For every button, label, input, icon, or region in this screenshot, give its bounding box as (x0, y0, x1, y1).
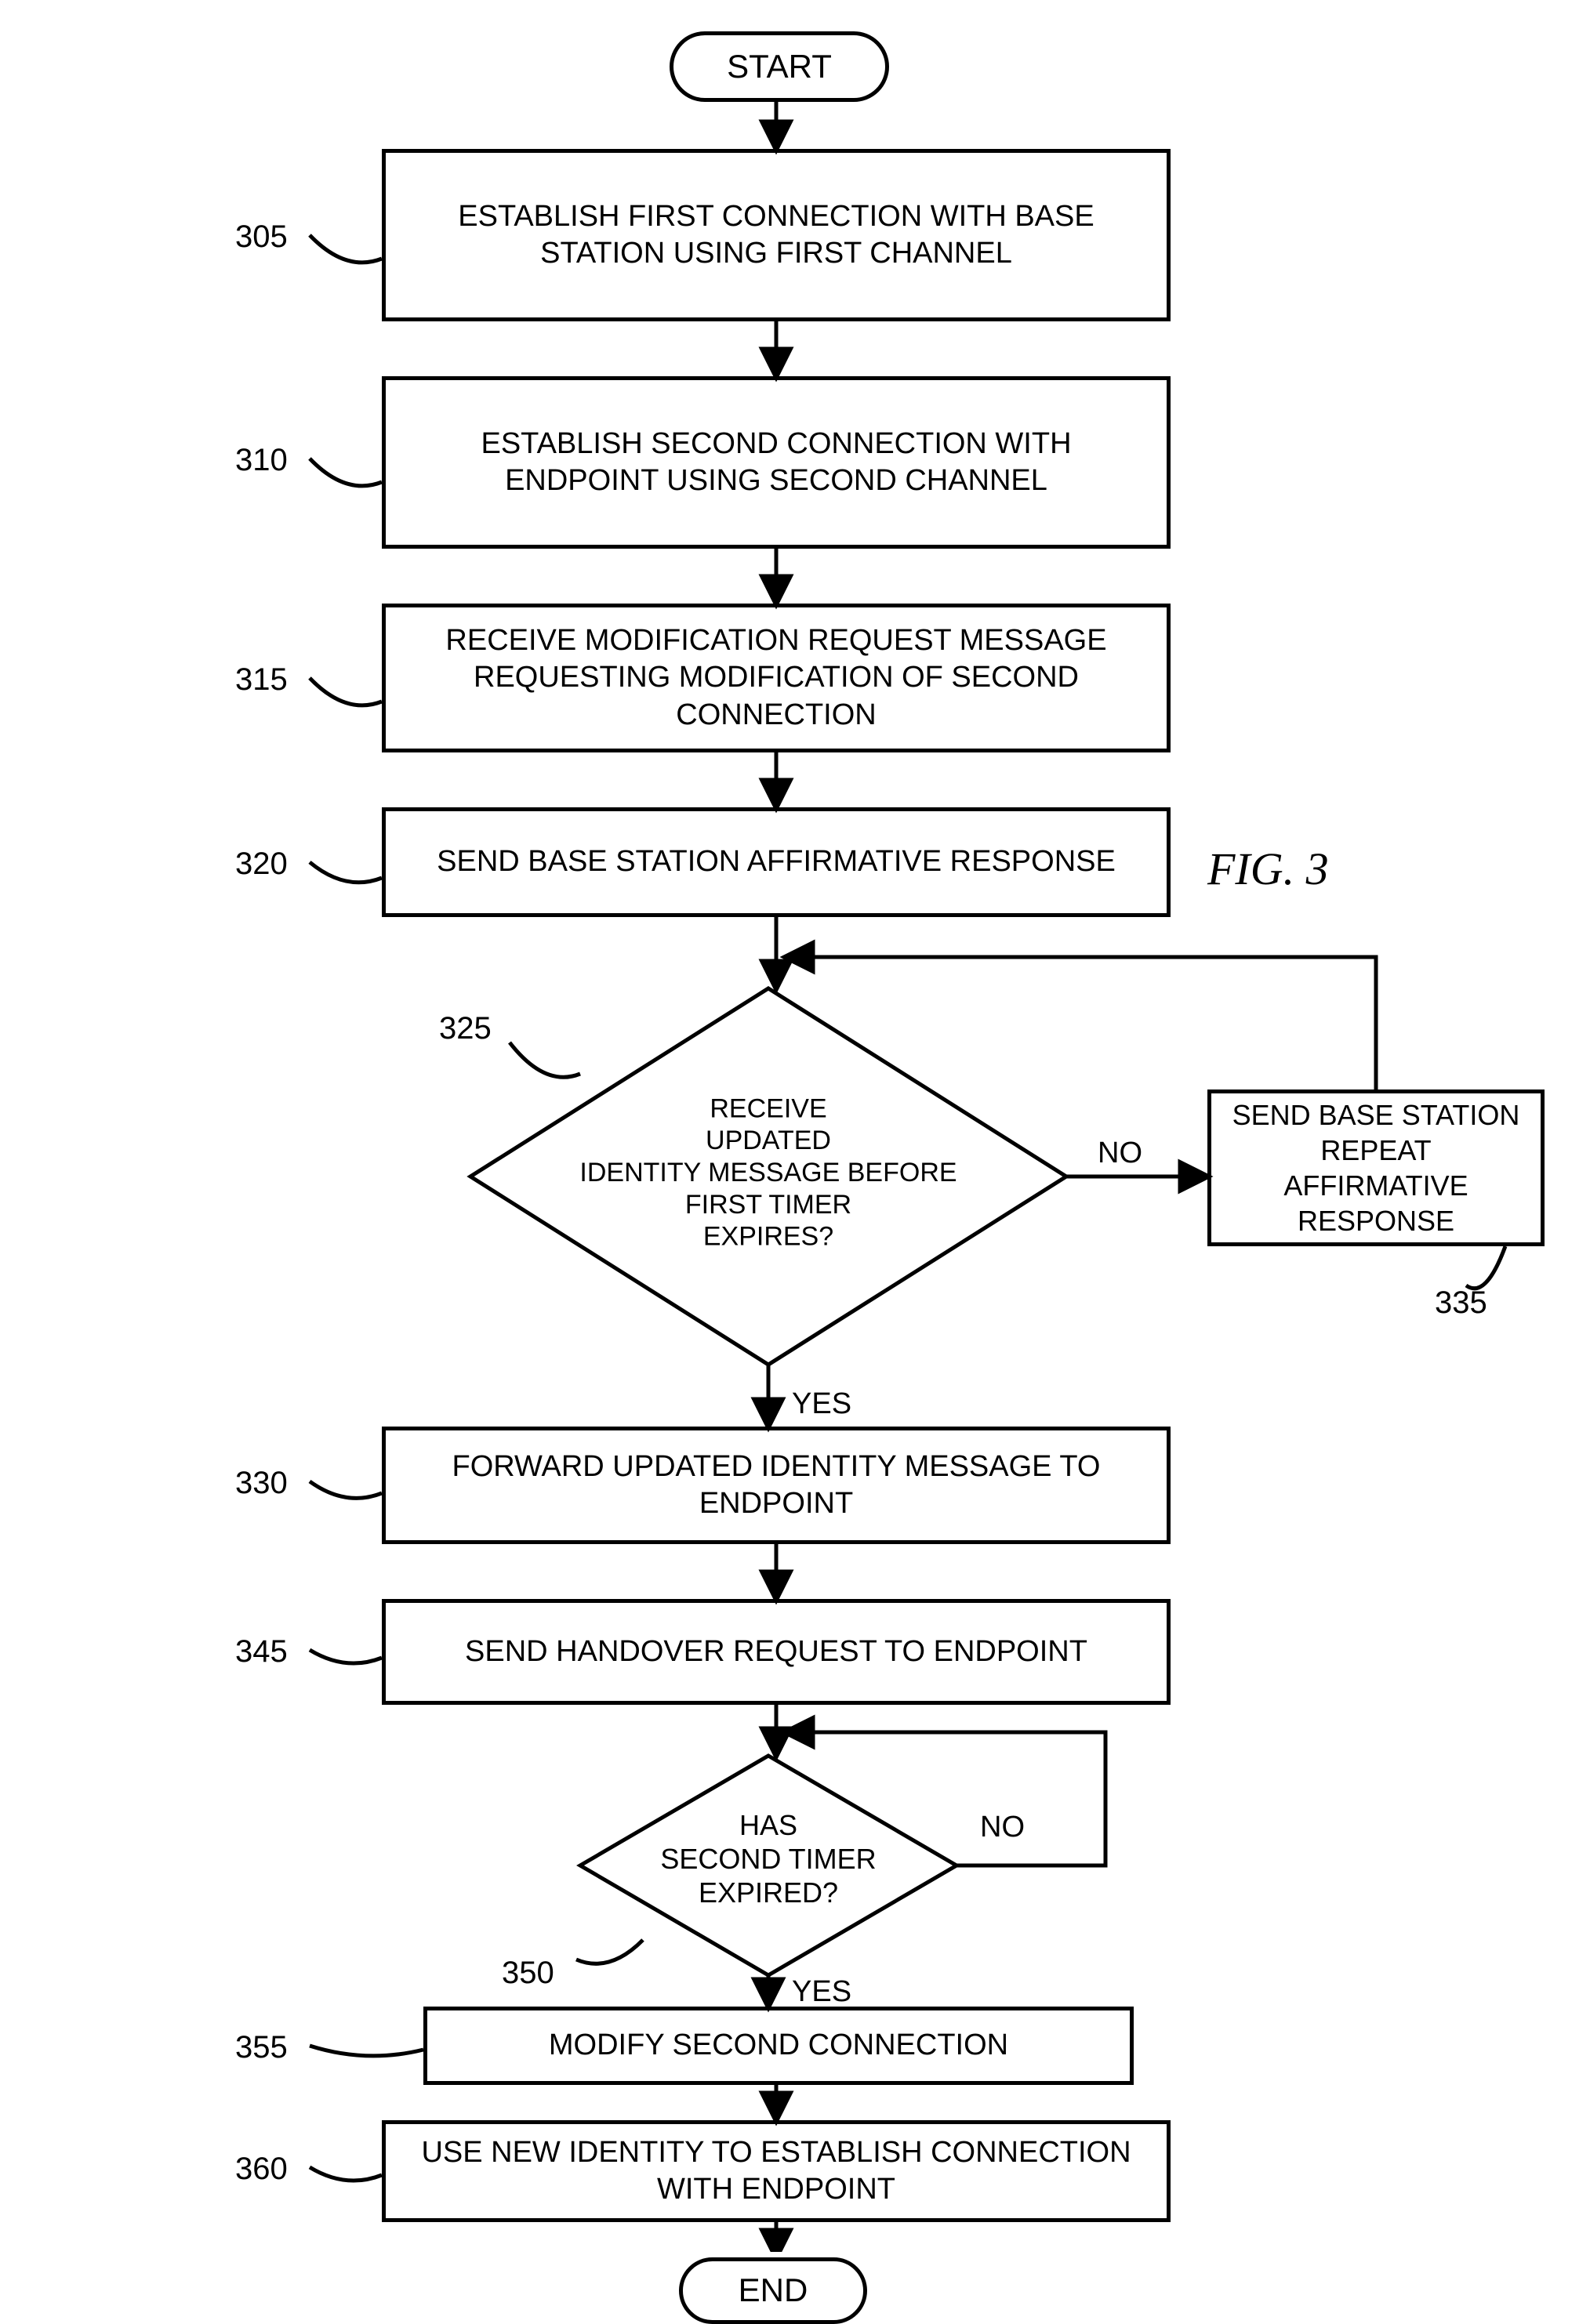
process-330-text: FORWARD UPDATED IDENTITY MESSAGE TO ENDP… (417, 1448, 1135, 1523)
ref-305: 305 (235, 219, 288, 255)
process-360: USE NEW IDENTITY TO ESTABLISH CONNECTION… (382, 2120, 1171, 2222)
process-315-text: RECEIVE MODIFICATION REQUEST MESSAGE REQ… (409, 622, 1143, 734)
figure-title: FIG. 3 (1207, 843, 1329, 895)
process-355: MODIFY SECOND CONNECTION (423, 2007, 1134, 2085)
process-305: ESTABLISH FIRST CONNECTION WITH BASE STA… (382, 149, 1171, 321)
ref-330: 330 (235, 1466, 288, 1501)
end-terminator: END (679, 2257, 867, 2324)
ref-320: 320 (235, 847, 288, 882)
process-305-text: ESTABLISH FIRST CONNECTION WITH BASE STA… (417, 198, 1135, 273)
edge-no-350: NO (980, 1811, 1025, 1844)
ref-355: 355 (235, 2030, 288, 2065)
process-335: SEND BASE STATION REPEAT AFFIRMATIVE RES… (1207, 1089, 1545, 1246)
svg-text:RECEIVEUPDATEDIDENTITY MESSAGE: RECEIVEUPDATEDIDENTITY MESSAGE BEFOREFIR… (579, 1093, 957, 1251)
ref-350: 350 (502, 1956, 554, 1991)
edge-yes-325: YES (792, 1387, 851, 1421)
ref-335: 335 (1435, 1285, 1487, 1321)
process-335-text: SEND BASE STATION REPEAT AFFIRMATIVE RES… (1227, 1097, 1525, 1238)
ref-360: 360 (235, 2152, 288, 2187)
process-355-text: MODIFY SECOND CONNECTION (549, 2027, 1008, 2065)
process-310-text: ESTABLISH SECOND CONNECTION WITH ENDPOIN… (417, 426, 1135, 500)
process-360-text: USE NEW IDENTITY TO ESTABLISH CONNECTION… (417, 2134, 1135, 2209)
process-315: RECEIVE MODIFICATION REQUEST MESSAGE REQ… (382, 604, 1171, 752)
process-320: SEND BASE STATION AFFIRMATIVE RESPONSE (382, 807, 1171, 917)
process-330: FORWARD UPDATED IDENTITY MESSAGE TO ENDP… (382, 1427, 1171, 1544)
svg-text:HASSECOND TIMEREXPIRED?: HASSECOND TIMEREXPIRED? (660, 1809, 876, 1909)
ref-345: 345 (235, 1634, 288, 1670)
start-label: START (727, 46, 832, 88)
ref-310: 310 (235, 443, 288, 478)
end-label: END (739, 2270, 808, 2311)
process-345-text: SEND HANDOVER REQUEST TO ENDPOINT (465, 1633, 1087, 1671)
ref-315: 315 (235, 662, 288, 698)
edge-yes-350: YES (792, 1975, 851, 2009)
process-310: ESTABLISH SECOND CONNECTION WITH ENDPOIN… (382, 376, 1171, 549)
ref-325: 325 (439, 1011, 492, 1046)
process-320-text: SEND BASE STATION AFFIRMATIVE RESPONSE (437, 843, 1116, 881)
edge-no-325: NO (1098, 1137, 1142, 1170)
start-terminator: START (670, 31, 889, 102)
process-345: SEND HANDOVER REQUEST TO ENDPOINT (382, 1599, 1171, 1705)
